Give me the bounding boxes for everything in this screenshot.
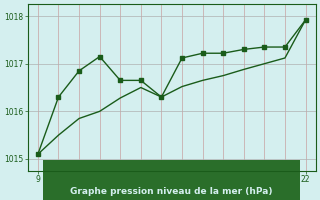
X-axis label: Graphe pression niveau de la mer (hPa): Graphe pression niveau de la mer (hPa) [70,187,273,196]
